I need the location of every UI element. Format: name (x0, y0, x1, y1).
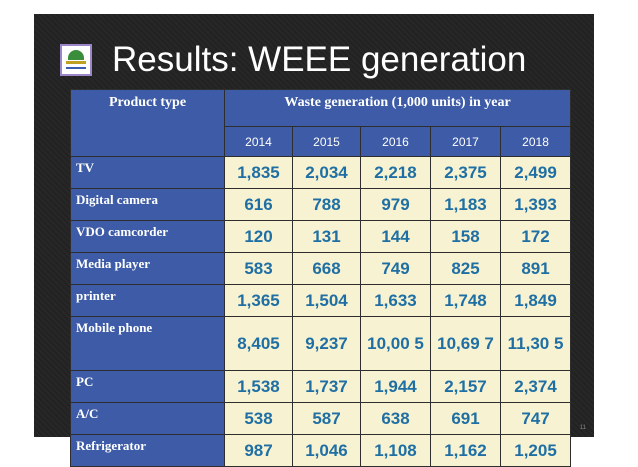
value-cell: 1,633 (360, 284, 431, 317)
value-cell: 10,00 5 (360, 316, 431, 371)
year-row: 2014 2015 2016 2017 2018 (71, 126, 572, 157)
value-cell: 9,237 (292, 316, 361, 371)
value-cell: 172 (499, 220, 572, 253)
value-cell: 8,405 (224, 316, 293, 371)
product-name-cell: printer (70, 284, 225, 317)
year-header: 2017 (430, 126, 501, 157)
value-cell: 788 (292, 188, 361, 221)
value-cell: 1,183 (430, 188, 501, 221)
product-name-cell: TV (70, 156, 225, 189)
table-row: PC 1,538 1,737 1,944 2,157 2,374 (70, 370, 572, 403)
value-cell: 2,157 (430, 370, 501, 403)
value-cell: 10,69 7 (430, 316, 501, 371)
product-name-cell: VDO camcorder (70, 220, 225, 253)
table-row: printer 1,365 1,504 1,633 1,748 1,849 (70, 284, 572, 317)
value-cell: 120 (224, 220, 293, 253)
value-cell: 749 (360, 252, 431, 285)
value-cell: 1,849 (499, 284, 572, 317)
value-cell: 691 (430, 402, 501, 435)
value-cell: 638 (360, 402, 431, 435)
value-cell: 583 (224, 252, 293, 285)
value-cell: 2,499 (499, 156, 572, 189)
value-cell: 2,375 (430, 156, 501, 189)
year-header: 2015 (292, 126, 361, 157)
table-row: VDO camcorder 120 131 144 158 172 (70, 220, 572, 253)
table-row: Digital camera 616 788 979 1,183 1,393 (70, 188, 572, 221)
header-waste-generation: Waste generation (1,000 units) in year (223, 89, 572, 127)
value-cell: 1,393 (499, 188, 572, 221)
value-cell: 2,218 (360, 156, 431, 189)
value-cell: 2,034 (292, 156, 361, 189)
value-cell: 538 (224, 402, 293, 435)
page-number: 11 (579, 425, 586, 431)
value-cell: 1,538 (224, 370, 293, 403)
value-cell: 2,374 (499, 370, 572, 403)
value-cell: 616 (224, 188, 293, 221)
header-product-type: Product type (70, 89, 225, 157)
product-name-cell: Digital camera (70, 188, 225, 221)
weee-table: Product type Waste generation (1,000 uni… (70, 89, 572, 467)
value-cell: 891 (499, 252, 572, 285)
table-row: Mobile phone 8,405 9,237 10,00 5 10,69 7 11,3… (70, 316, 572, 371)
value-cell: 1,504 (292, 284, 361, 317)
value-cell: 158 (430, 220, 501, 253)
slide-title: Results: WEEE generation (112, 40, 527, 79)
value-cell: 1,944 (360, 370, 431, 403)
value-cell: 1,835 (224, 156, 293, 189)
institution-logo-icon (60, 44, 92, 76)
product-name-cell: A/C (70, 402, 225, 435)
product-name-cell: PC (70, 370, 225, 403)
value-cell: 1,737 (292, 370, 361, 403)
product-name-cell: Media player (70, 252, 225, 285)
year-header: 2016 (360, 126, 431, 157)
table-row: A/C 538 587 638 691 747 (70, 402, 572, 435)
value-cell: 979 (360, 188, 431, 221)
year-header: 2014 (224, 126, 293, 157)
value-cell: 11,30 5 (499, 316, 572, 371)
year-header: 2018 (499, 126, 572, 157)
value-cell: 1,365 (224, 284, 293, 317)
value-cell: 668 (292, 252, 361, 285)
table-body: TV 1,835 2,034 2,218 2,375 2,499 Digital camer… (70, 156, 572, 467)
value-cell: 144 (360, 220, 431, 253)
table-row: Media player 583 668 749 825 891 (70, 252, 572, 285)
value-cell: 131 (292, 220, 361, 253)
table-row: TV 1,835 2,034 2,218 2,375 2,499 (70, 156, 572, 189)
value-cell: 587 (292, 402, 361, 435)
product-name-cell: Mobile phone (70, 316, 225, 371)
slide: Results: WEEE generation Product type Wa… (34, 14, 594, 467)
value-cell: 747 (499, 402, 572, 435)
value-cell: 825 (430, 252, 501, 285)
value-cell: 1,748 (430, 284, 501, 317)
